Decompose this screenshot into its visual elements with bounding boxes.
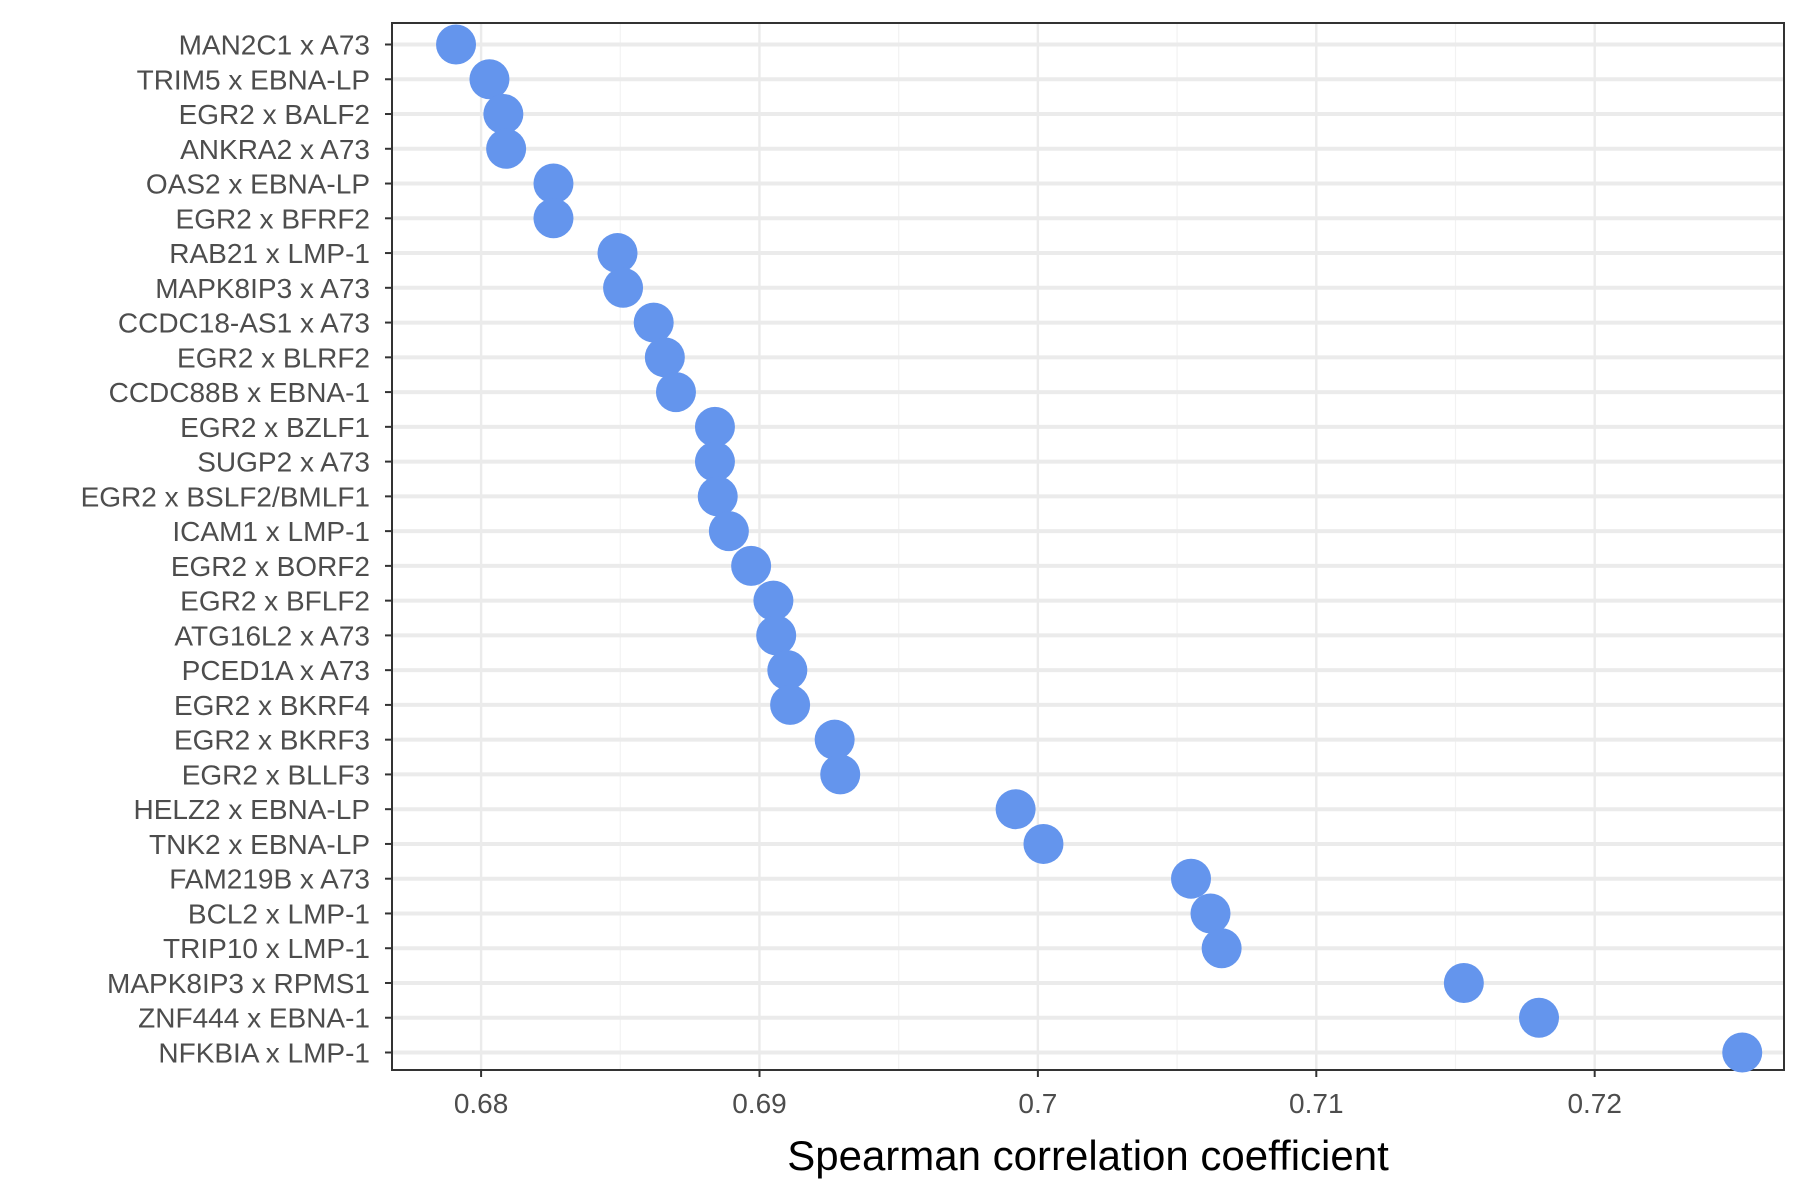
- data-point: [814, 719, 855, 760]
- x-tick-label: 0.71: [1289, 1088, 1344, 1119]
- y-tick-label: EGR2 x BSLF2/BMLF1: [81, 481, 370, 512]
- y-tick-label: BCL2 x LMP-1: [188, 898, 370, 929]
- data-point: [770, 684, 811, 725]
- data-point: [1190, 893, 1231, 934]
- y-tick-label: EGR2 x BKRF3: [174, 725, 370, 756]
- data-point: [694, 441, 735, 482]
- data-point: [633, 302, 674, 343]
- y-tick-label: ICAM1 x LMP-1: [172, 516, 370, 547]
- y-tick-label: CCDC88B x EBNA-1: [109, 377, 370, 408]
- data-point: [708, 511, 749, 552]
- y-tick-label: MAN2C1 x A73: [179, 30, 370, 61]
- y-tick-label: MAPK8IP3 x RPMS1: [107, 968, 370, 999]
- gridlines: [392, 23, 1784, 1070]
- data-point: [697, 476, 738, 517]
- y-tick-label: TRIM5 x EBNA-LP: [137, 64, 370, 95]
- axis-ticks: [385, 43, 1596, 1077]
- data-point: [655, 372, 696, 413]
- y-tick-label: RAB21 x LMP-1: [169, 238, 370, 269]
- data-point: [995, 789, 1036, 830]
- y-tick-label: EGR2 x BKRF4: [174, 690, 370, 721]
- y-tick-label: PCED1A x A73: [182, 655, 370, 686]
- y-tick-label: EGR2 x BLLF3: [182, 759, 370, 790]
- data-point: [1201, 928, 1242, 969]
- y-tick-label: EGR2 x BZLF1: [180, 412, 370, 443]
- data-point: [533, 198, 574, 239]
- x-tick-label: 0.7: [1018, 1088, 1057, 1119]
- data-point: [767, 650, 808, 691]
- x-tick-label: 0.69: [732, 1088, 787, 1119]
- x-axis-labels: 0.68 0.69 0.7 0.71 0.72: [454, 1088, 1622, 1119]
- y-tick-label: ANKRA2 x A73: [180, 134, 370, 165]
- x-tick-label: 0.68: [454, 1088, 509, 1119]
- y-tick-label: CCDC18-AS1 x A73: [118, 308, 370, 339]
- data-points: [436, 24, 1763, 1073]
- data-point: [1023, 823, 1064, 864]
- data-point: [436, 24, 477, 65]
- y-tick-label: MAPK8IP3 x A73: [155, 273, 370, 304]
- data-point: [753, 580, 794, 621]
- data-point: [644, 337, 685, 378]
- x-tick-label: 0.72: [1567, 1088, 1622, 1119]
- data-point: [1722, 1032, 1763, 1073]
- data-point: [469, 59, 510, 100]
- y-tick-label: TRIP10 x LMP-1: [163, 933, 370, 964]
- data-point: [603, 267, 644, 308]
- data-point: [731, 545, 772, 586]
- y-tick-label: ATG16L2 x A73: [174, 620, 370, 651]
- y-tick-label: HELZ2 x EBNA-LP: [133, 794, 370, 825]
- y-tick-label: SUGP2 x A73: [197, 447, 370, 478]
- data-point: [533, 163, 574, 204]
- data-point: [820, 754, 861, 795]
- data-point: [597, 233, 638, 274]
- y-tick-label: TNK2 x EBNA-LP: [149, 829, 370, 860]
- data-point: [1443, 962, 1484, 1003]
- y-tick-label: EGR2 x BALF2: [179, 99, 370, 130]
- data-point: [1171, 858, 1212, 899]
- plot-panel-border: [391, 22, 1785, 1071]
- y-tick-label: FAM219B x A73: [169, 864, 370, 895]
- data-point: [694, 406, 735, 447]
- data-point: [756, 615, 797, 656]
- y-tick-label: NFKBIA x LMP-1: [158, 1038, 370, 1069]
- y-tick-label: EGR2 x BFRF2: [176, 203, 370, 234]
- y-tick-label: EGR2 x BLRF2: [177, 342, 370, 373]
- x-axis-title: Spearman correlation coefficient: [787, 1132, 1389, 1179]
- y-tick-label: EGR2 x BFLF2: [180, 586, 370, 617]
- data-point: [1519, 997, 1560, 1038]
- y-tick-label: EGR2 x BORF2: [171, 551, 370, 582]
- y-tick-label: OAS2 x EBNA-LP: [146, 169, 370, 200]
- data-point: [483, 94, 524, 135]
- data-point: [486, 128, 527, 169]
- y-tick-label: ZNF444 x EBNA-1: [138, 1003, 370, 1034]
